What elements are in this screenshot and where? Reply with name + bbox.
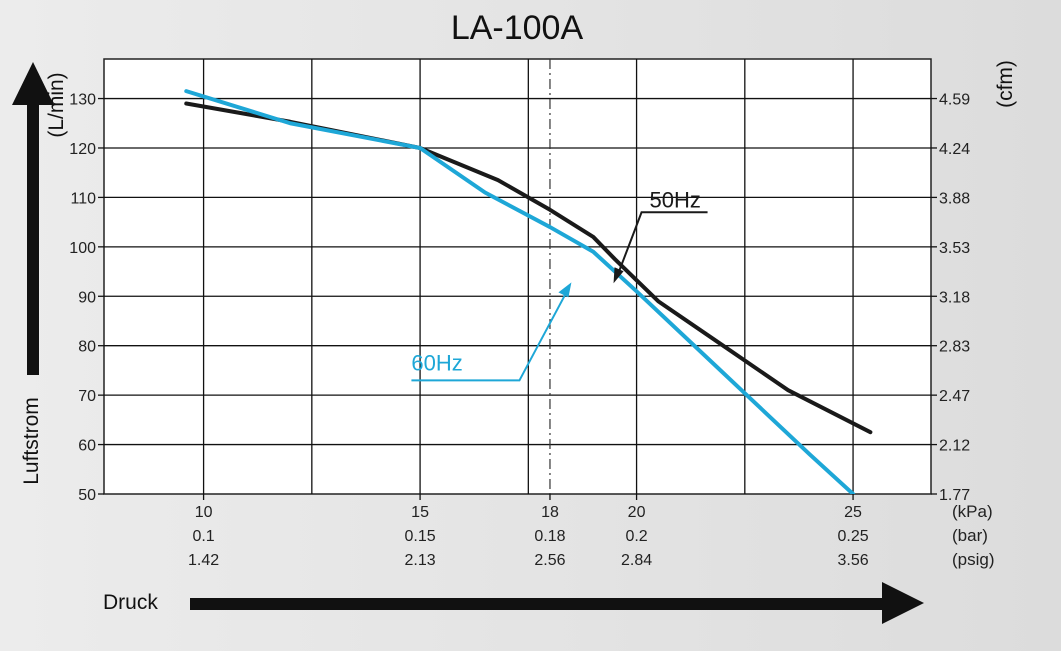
x-tick-label-bar: 0.18 xyxy=(534,528,565,545)
y-tick-label-right: 2.83 xyxy=(939,339,970,356)
y-tick-label-right: 2.12 xyxy=(939,438,970,455)
y-tick-label-left: 100 xyxy=(69,240,96,257)
x-unit-label: (kPa) xyxy=(952,502,993,521)
grid-lines xyxy=(104,59,931,494)
y-tick-label-left: 60 xyxy=(78,438,96,455)
x-tick-label-kpa: 18 xyxy=(541,504,559,521)
series-leader-50hz xyxy=(616,211,708,276)
y-tick-label-right: 4.59 xyxy=(939,92,970,109)
series-line-60hz xyxy=(184,89,856,494)
y-tick-label-left: 50 xyxy=(78,487,96,504)
y-tick-label-right: 2.47 xyxy=(939,388,970,405)
y-axis-arrow-shaft xyxy=(27,95,39,375)
y-tick-label-right: 3.53 xyxy=(939,240,970,257)
x-tick-label-psig: 2.84 xyxy=(621,552,652,569)
x-tick-label-kpa: 25 xyxy=(844,504,862,521)
series-label-60hz: 60Hz xyxy=(411,350,462,375)
x-tick-label-bar: 0.25 xyxy=(837,528,868,545)
x-tick-label-kpa: 20 xyxy=(628,504,646,521)
y-tick-label-left: 90 xyxy=(78,289,96,306)
plot-area xyxy=(103,58,932,495)
x-axis-arrow-head xyxy=(882,582,924,624)
series-label-50hz: 50Hz xyxy=(650,187,701,212)
x-tick-label-kpa: 10 xyxy=(195,504,213,521)
y-axis-label: Luftstrom xyxy=(20,397,43,485)
x-axis-label: Druck xyxy=(103,591,158,614)
x-tick-label-psig: 2.56 xyxy=(534,552,565,569)
y-tick-label-left: 70 xyxy=(78,388,96,405)
y-tick-label-right: 4.24 xyxy=(939,141,970,158)
y-tick-label-left: 110 xyxy=(70,190,96,207)
x-tick-label-psig: 2.13 xyxy=(405,552,436,569)
y-tick-label-right: 3.18 xyxy=(939,289,970,306)
y-tick-label-right: 3.88 xyxy=(939,190,970,207)
y-tick-label-left: 80 xyxy=(78,339,96,356)
y-tick-label-left: 130 xyxy=(69,92,96,109)
x-tick-label-bar: 0.2 xyxy=(625,528,647,545)
y-axis-unit-right: (cfm) xyxy=(994,60,1017,108)
chart-title: LA-100A xyxy=(451,9,584,47)
x-tick-label-bar: 0.1 xyxy=(192,528,214,545)
x-axis-arrow-shaft xyxy=(190,598,890,610)
x-tick-label-psig: 1.42 xyxy=(188,552,219,569)
y-axis-unit-left: (L/min) xyxy=(45,72,68,137)
y-tick-label-left: 120 xyxy=(69,141,96,158)
series-leader-60hz xyxy=(411,289,569,382)
x-tick-label-bar: 0.15 xyxy=(405,528,436,545)
y-tick-label-right: 1.77 xyxy=(939,487,970,504)
x-unit-label: (bar) xyxy=(952,526,988,545)
series-leader-arrow-50hz xyxy=(613,267,624,284)
x-tick-label-kpa: 15 xyxy=(411,504,429,521)
y-axis-arrow-head xyxy=(12,62,54,105)
x-tick-label-psig: 3.56 xyxy=(837,552,868,569)
series-leader-arrow-60hz xyxy=(558,282,572,298)
x-unit-label: (psig) xyxy=(952,550,995,569)
